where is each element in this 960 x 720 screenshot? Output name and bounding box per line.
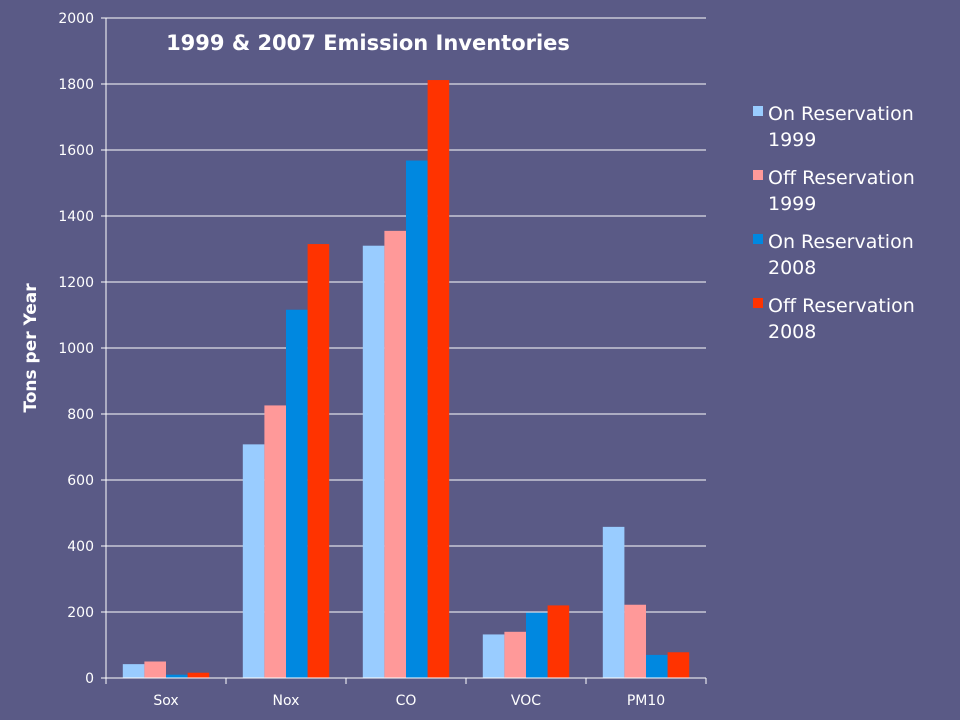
bar [602, 526, 625, 678]
x-tick-label: PM10 [627, 693, 665, 709]
bar [667, 652, 690, 678]
legend-swatch [753, 170, 763, 180]
bar [624, 604, 646, 678]
legend-label: On Reservation 1999 [768, 103, 914, 151]
y-tick-label: 2000 [58, 11, 94, 27]
bar [264, 405, 286, 678]
legend-label: Off Reservation 2008 [768, 295, 915, 343]
legend-label: Off Reservation 1999 [768, 167, 915, 215]
bar [122, 664, 145, 678]
bar [166, 674, 188, 678]
bar [646, 654, 668, 678]
y-tick-label: 1800 [58, 77, 94, 93]
bar [384, 230, 406, 678]
bar [482, 634, 505, 678]
bar [526, 612, 548, 678]
bar [286, 309, 308, 678]
x-tick-label: VOC [511, 693, 541, 709]
y-tick-label: 0 [85, 671, 94, 687]
y-tick-label: 1200 [58, 275, 94, 291]
bar [406, 160, 428, 678]
bars [122, 80, 690, 679]
y-tick-label: 1000 [58, 341, 94, 357]
y-tick-label: 1400 [58, 209, 94, 225]
y-tick-label: 1600 [58, 143, 94, 159]
chart-title: 1999 & 2007 Emission Inventories [166, 31, 570, 55]
y-axis-label: Tons per Year [21, 283, 41, 413]
legend-swatch [753, 234, 763, 244]
legend-swatch [753, 298, 763, 308]
bar [427, 80, 450, 679]
bar [362, 245, 385, 678]
x-tick-label: Sox [153, 693, 178, 709]
bar [242, 444, 265, 678]
axes [105, 18, 707, 684]
x-tick-label: Nox [273, 693, 300, 709]
y-tick-label: 400 [67, 539, 94, 555]
bar [547, 605, 570, 678]
y-tick-label: 200 [67, 605, 94, 621]
y-tick-labels: 0 200 400 600 800 1000 1200 1400 1600 1800 2000 [58, 11, 94, 687]
x-tick-labels: Sox Nox CO VOC PM10 [153, 693, 665, 709]
y-tick-label: 800 [67, 407, 94, 423]
legend-label: On Reservation 2008 [768, 231, 914, 279]
legend: On Reservation 1999 Off Reservation 1999 On … [753, 103, 915, 343]
bar [144, 661, 166, 678]
bar [504, 631, 526, 678]
bar [187, 672, 210, 678]
x-tick-label: CO [396, 693, 417, 709]
y-tick-label: 600 [67, 473, 94, 489]
bar [307, 244, 330, 679]
legend-swatch [753, 106, 763, 116]
